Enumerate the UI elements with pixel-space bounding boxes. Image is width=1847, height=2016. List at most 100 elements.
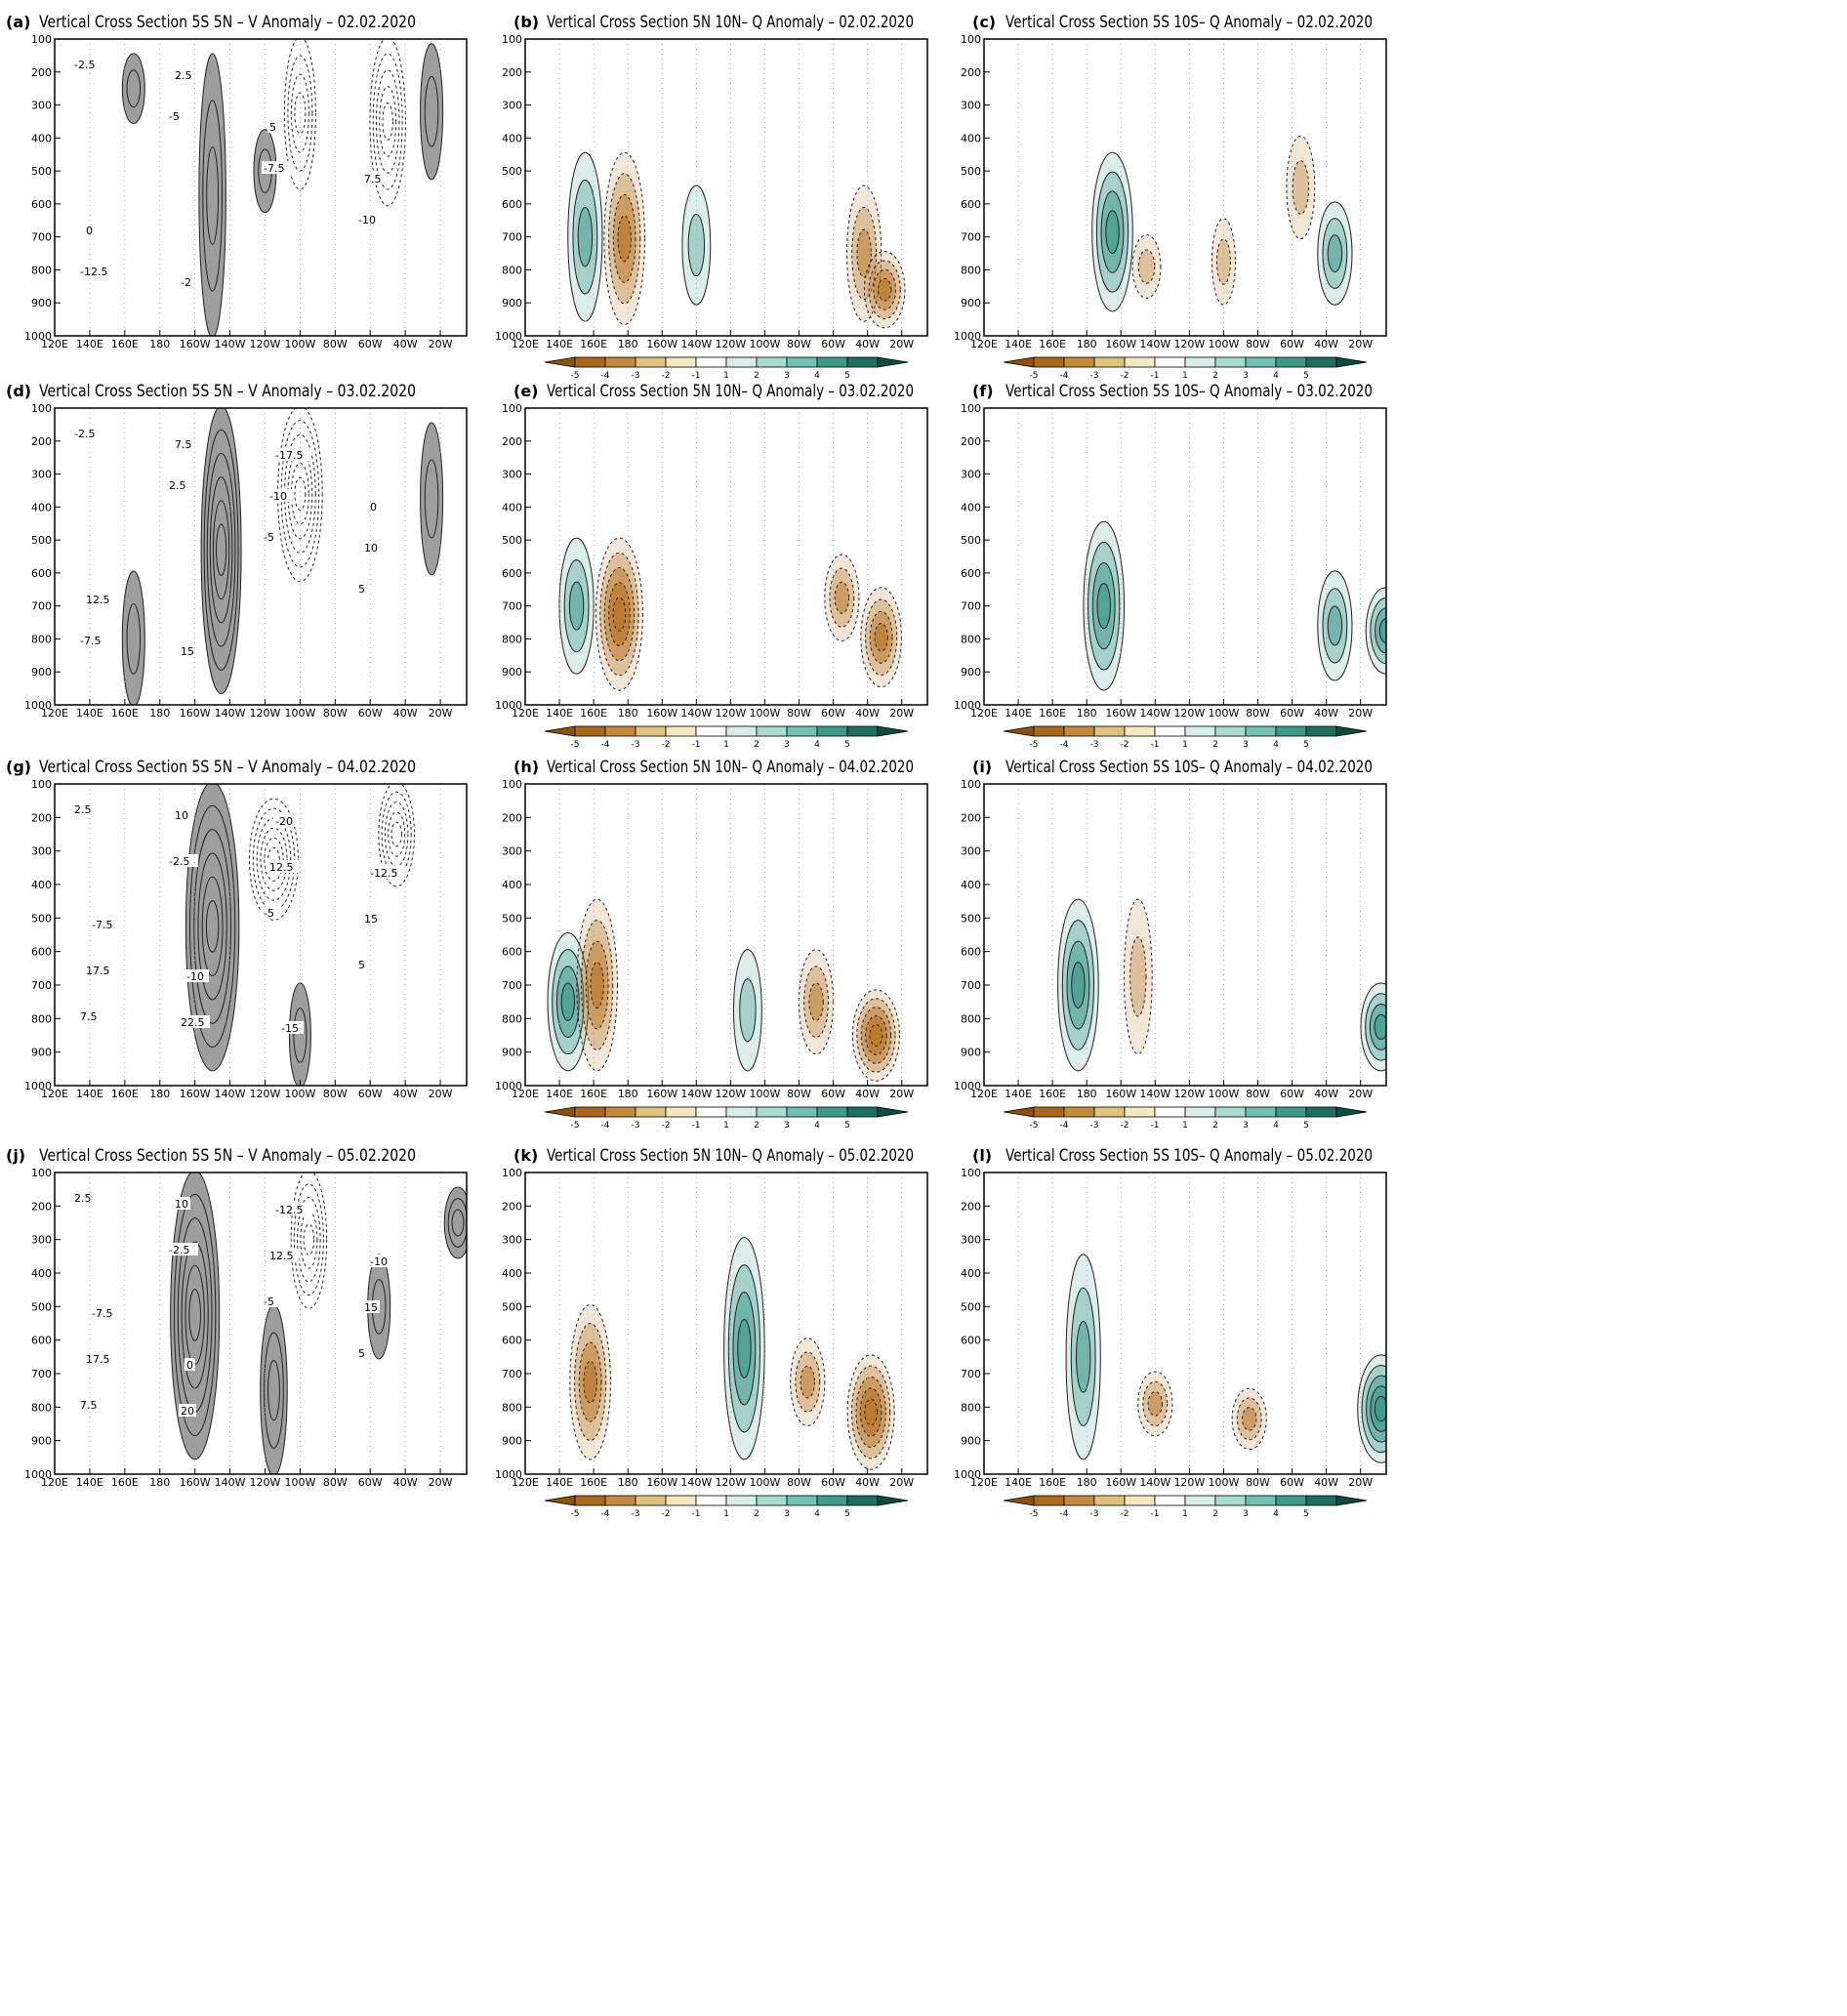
contour-label-bg [72, 58, 103, 70]
y-tick-label: 200 [502, 811, 522, 824]
x-tick-label: 20W [1348, 1088, 1373, 1100]
plot-frame [54, 38, 468, 337]
x-tick-label: 120W [1173, 338, 1205, 350]
colorbar-tick-label: -3 [632, 1509, 640, 1519]
colorbar-swatch [1063, 1495, 1095, 1506]
y-tick-label: 300 [502, 469, 522, 481]
x-tick-label: 60W [821, 338, 845, 350]
colorbar-swatch [695, 356, 727, 368]
contour-label: -7.5 [264, 162, 284, 175]
panel-b: (b) Vertical Cross Section 5N 10N– Q Anom… [495, 13, 928, 381]
y-tick-label: 600 [961, 567, 981, 580]
colorbar-swatch [846, 1495, 879, 1506]
y-tick-label: 900 [502, 1435, 522, 1448]
contour-label-bg [356, 582, 367, 595]
contour-label: 10 [364, 542, 378, 555]
colorbar-swatch [846, 725, 879, 737]
colorbar-tick-label: 2 [754, 371, 759, 381]
y-tick-label: 700 [31, 979, 52, 992]
x-tick-label: 120E [970, 338, 998, 350]
x-tick-label: 160W [180, 338, 211, 350]
x-tick-label: 20W [1348, 338, 1373, 350]
contour-label: 12.5 [269, 1250, 294, 1262]
contour-label-bg [185, 969, 209, 982]
x-tick-label: 160W [1105, 338, 1136, 350]
colorbar-swatch [695, 1106, 727, 1118]
contour-label: 5 [358, 1347, 365, 1360]
contour-feature [443, 1186, 467, 1259]
y-tick-label: 500 [31, 165, 52, 178]
panel-k: (k) Vertical Cross Section 5N 10N– Q Anom… [495, 1146, 928, 1519]
colorbar-tick-label: -4 [601, 740, 610, 750]
contour-label-bg [179, 1015, 210, 1028]
contour-label-bg [262, 906, 279, 919]
y-tick-label: 100 [961, 778, 981, 791]
x-tick-label: 160W [1105, 707, 1136, 720]
y-tick-label: 300 [31, 1234, 52, 1247]
x-tick-label: 180 [149, 338, 170, 350]
y-tick-label: 700 [961, 231, 981, 244]
contour-label: -12.5 [275, 1204, 303, 1216]
colorbar-tick-label: 3 [1243, 1121, 1249, 1131]
panel-l: (l) Vertical Cross Section 5S 10S– Q Anom… [954, 1146, 1387, 1519]
contour-label: -7.5 [92, 919, 112, 931]
colorbar-tick-label: 4 [814, 1509, 820, 1519]
y-tick-label: 200 [31, 1200, 52, 1213]
colorbar-swatch [1003, 725, 1035, 737]
x-tick-label: 40W [1314, 1088, 1338, 1100]
contour-label-bg [84, 1352, 115, 1365]
colorbar-swatch [695, 1495, 727, 1506]
contour-feature [206, 452, 236, 647]
y-tick-label: 100 [502, 33, 522, 46]
colorbar-swatch [1033, 356, 1065, 368]
colorbar-swatch [846, 356, 879, 368]
y-tick-label: 300 [961, 845, 981, 858]
colorbar-swatch [574, 725, 606, 737]
contour-label: 10 [175, 809, 188, 822]
panel-tag: (a) [6, 13, 30, 31]
contour-label: 7.5 [364, 173, 382, 185]
contour-feature [590, 962, 604, 1008]
contour-feature [267, 1360, 280, 1421]
colorbar-tick-label: -2 [1121, 1121, 1129, 1131]
x-tick-label: 80W [787, 1088, 811, 1100]
panel-j: (j) Vertical Cross Section 5S 5N – V Anom… [6, 1146, 468, 1489]
y-tick-label: 1000 [495, 1468, 522, 1481]
contour-label-bg [179, 1404, 196, 1417]
plot-frame [524, 1172, 928, 1475]
x-tick-label: 180 [618, 707, 638, 720]
contour-feature [1215, 238, 1231, 285]
contour-feature [126, 603, 142, 675]
y-tick-label: 600 [31, 567, 52, 580]
x-tick-label: 140W [1139, 338, 1170, 350]
contour-feature [382, 103, 393, 141]
y-tick-label: 300 [502, 845, 522, 858]
x-tick-label: 80W [787, 338, 811, 350]
colorbar-swatch [1214, 1106, 1247, 1118]
contour-feature [1211, 218, 1236, 306]
panel-title: Vertical Cross Section 5N 10N– Q Anomaly… [547, 758, 914, 777]
x-tick-label: 120E [512, 1476, 539, 1489]
contour-label-bg [368, 500, 379, 513]
y-tick-label: 100 [31, 402, 52, 415]
x-tick-label: 40W [1314, 338, 1338, 350]
x-tick-label: 120W [250, 1088, 281, 1100]
x-tick-label: 160W [180, 1476, 211, 1489]
contour-label: -10 [186, 970, 204, 983]
x-tick-label: 60W [821, 1088, 845, 1100]
panel-tag: (h) [513, 758, 539, 776]
x-tick-label: 140W [215, 338, 246, 350]
colorbar-swatch [786, 1106, 818, 1118]
contour-label-bg [173, 808, 190, 821]
colorbar-swatch [604, 1495, 636, 1506]
contour-label-bg [78, 1009, 103, 1022]
colorbar-tick-label: -3 [632, 371, 640, 381]
colorbar-tick-label: -4 [1060, 1509, 1069, 1519]
x-tick-label: 60W [358, 338, 383, 350]
contour-label: -5 [264, 531, 274, 544]
x-tick-label: 80W [323, 1476, 348, 1489]
y-tick-label: 300 [31, 100, 52, 112]
colorbar-tick-label: 1 [723, 740, 729, 750]
y-tick-label: 100 [502, 778, 522, 791]
colorbar-tick-label: -2 [1121, 1509, 1129, 1519]
